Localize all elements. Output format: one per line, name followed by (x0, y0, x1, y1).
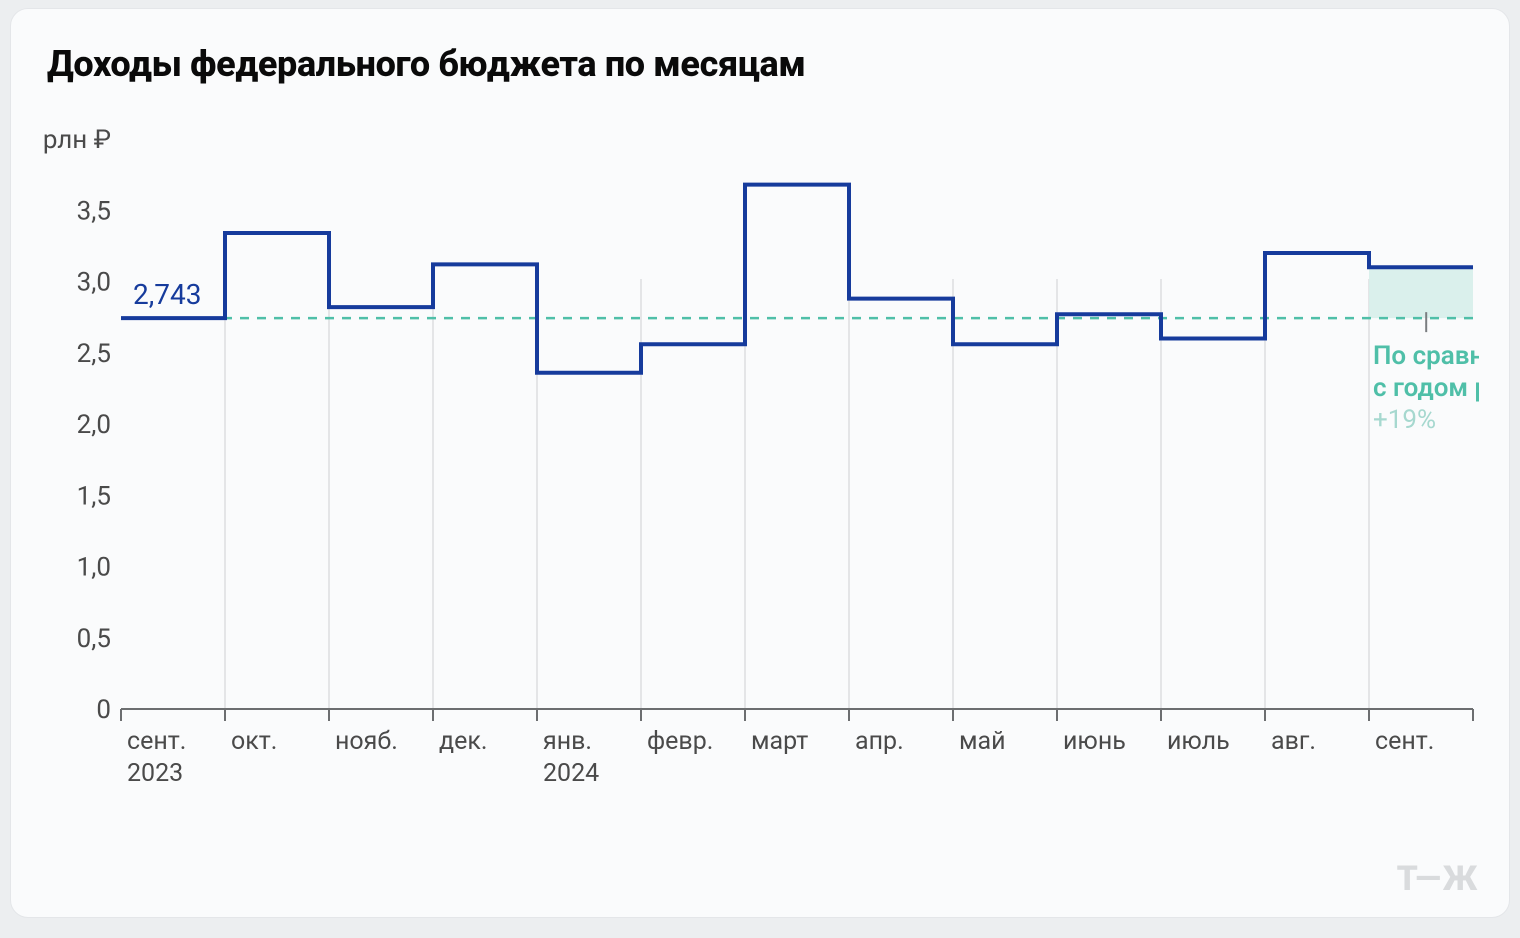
x-tick-label: март (751, 727, 808, 756)
x-tick-label: сент. (127, 727, 186, 756)
watermark: Т—Ж (1397, 859, 1479, 899)
highlight-fill (1369, 267, 1473, 318)
y-tick-label: 1,5 (77, 481, 111, 511)
comparison-delta: +19% (1373, 405, 1436, 435)
y-tick-label: 0,5 (77, 624, 111, 654)
x-tick-label-year: 2023 (127, 759, 183, 788)
y-tick-label: 2,5 (77, 339, 111, 369)
y-tick-label: 4,0 трлн ₽ (43, 125, 111, 155)
y-tick-label: 3,0 (77, 268, 111, 298)
x-tick-label: авг. (1271, 727, 1316, 756)
x-tick-label: июль (1167, 727, 1230, 756)
y-tick-label: 2,0 (77, 410, 111, 440)
comparison-line2: с годом ранее (1373, 373, 1479, 403)
step-line (121, 185, 1473, 373)
x-tick-label: сент. (1375, 727, 1434, 756)
first-value-label: 2,743 (133, 278, 201, 311)
x-tick-label: янв. (543, 727, 592, 756)
x-tick-label: июнь (1063, 727, 1126, 756)
chart-svg: 0 0,5 1,0 1,5 2,0 2,5 3,0 3,5 4,0 трлн ₽ сент. 202… (43, 109, 1479, 829)
y-tick-label: 0 (96, 695, 111, 725)
x-tick-label: нояб. (335, 727, 398, 756)
chart-card: Доходы федерального бюджета по месяцам 0… (10, 8, 1510, 918)
x-tick-label: май (959, 727, 1006, 756)
chart-plot-area: 0 0,5 1,0 1,5 2,0 2,5 3,0 3,5 4,0 трлн ₽ сент. 202… (43, 109, 1477, 827)
chart-title: Доходы федерального бюджета по месяцам (47, 43, 1477, 85)
x-tick-label: дек. (439, 727, 487, 756)
y-tick-label: 1,0 (77, 553, 111, 583)
y-tick-label: 3,5 (77, 196, 111, 226)
x-tick-label: апр. (855, 727, 904, 756)
x-tick-label-year: 2024 (543, 759, 599, 788)
comparison-line1: По сравнению (1373, 341, 1479, 371)
x-tick-label: окт. (231, 727, 277, 756)
x-tick-label: февр. (647, 727, 713, 756)
